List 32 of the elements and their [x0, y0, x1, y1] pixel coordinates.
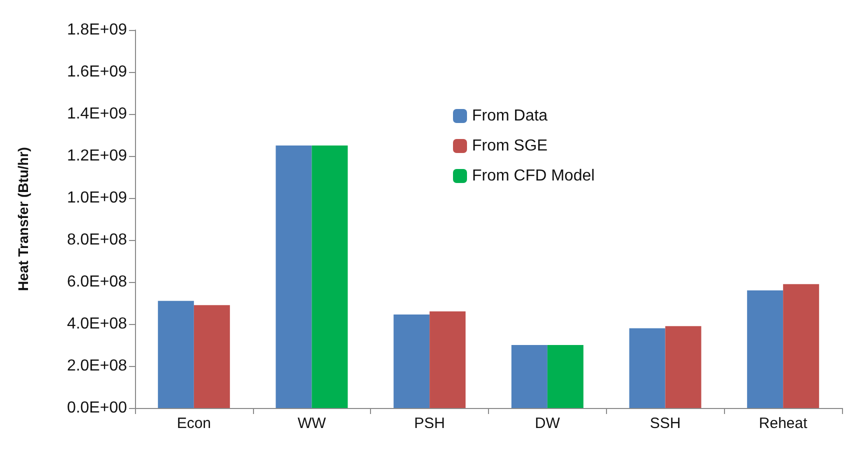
bar: [547, 345, 584, 408]
legend-label: From Data: [472, 108, 548, 124]
bar: [194, 305, 230, 408]
bar: [783, 284, 820, 408]
x-tick-label: DW: [534, 415, 561, 432]
x-tick-label: SSH: [650, 415, 681, 432]
bar: [665, 326, 702, 408]
bar: [430, 311, 466, 408]
y-tick-label: 0.0E+00: [66, 400, 128, 416]
y-tick-label: 1.6E+09: [66, 64, 128, 80]
legend-label: From CFD Model: [472, 168, 595, 184]
legend-label: From SGE: [472, 138, 548, 154]
bar: [747, 290, 784, 408]
y-tick-label: 6.0E+08: [66, 274, 128, 290]
y-tick-label: 2.0E+08: [66, 358, 128, 374]
x-tick-label: Reheat: [758, 415, 808, 432]
y-tick-label: 8.0E+08: [66, 232, 128, 248]
y-tick-label: 1.4E+09: [66, 106, 128, 122]
x-tick-label: PSH: [414, 415, 446, 432]
bar: [158, 300, 194, 408]
x-tick-label: Econ: [176, 415, 212, 432]
bar: [312, 146, 348, 408]
bar: [511, 345, 548, 408]
y-tick-label: 4.0E+08: [66, 316, 128, 332]
bar: [276, 146, 312, 408]
y-tick-label: 1.8E+09: [66, 22, 128, 38]
y-tick-label: 1.0E+09: [66, 190, 128, 206]
x-tick-label: WW: [298, 415, 327, 432]
y-tick-label: 1.2E+09: [66, 148, 128, 164]
bar: [394, 314, 430, 408]
y-axis-title: Heat Transfer (Btu/hr): [15, 147, 31, 291]
bar: [629, 328, 666, 408]
